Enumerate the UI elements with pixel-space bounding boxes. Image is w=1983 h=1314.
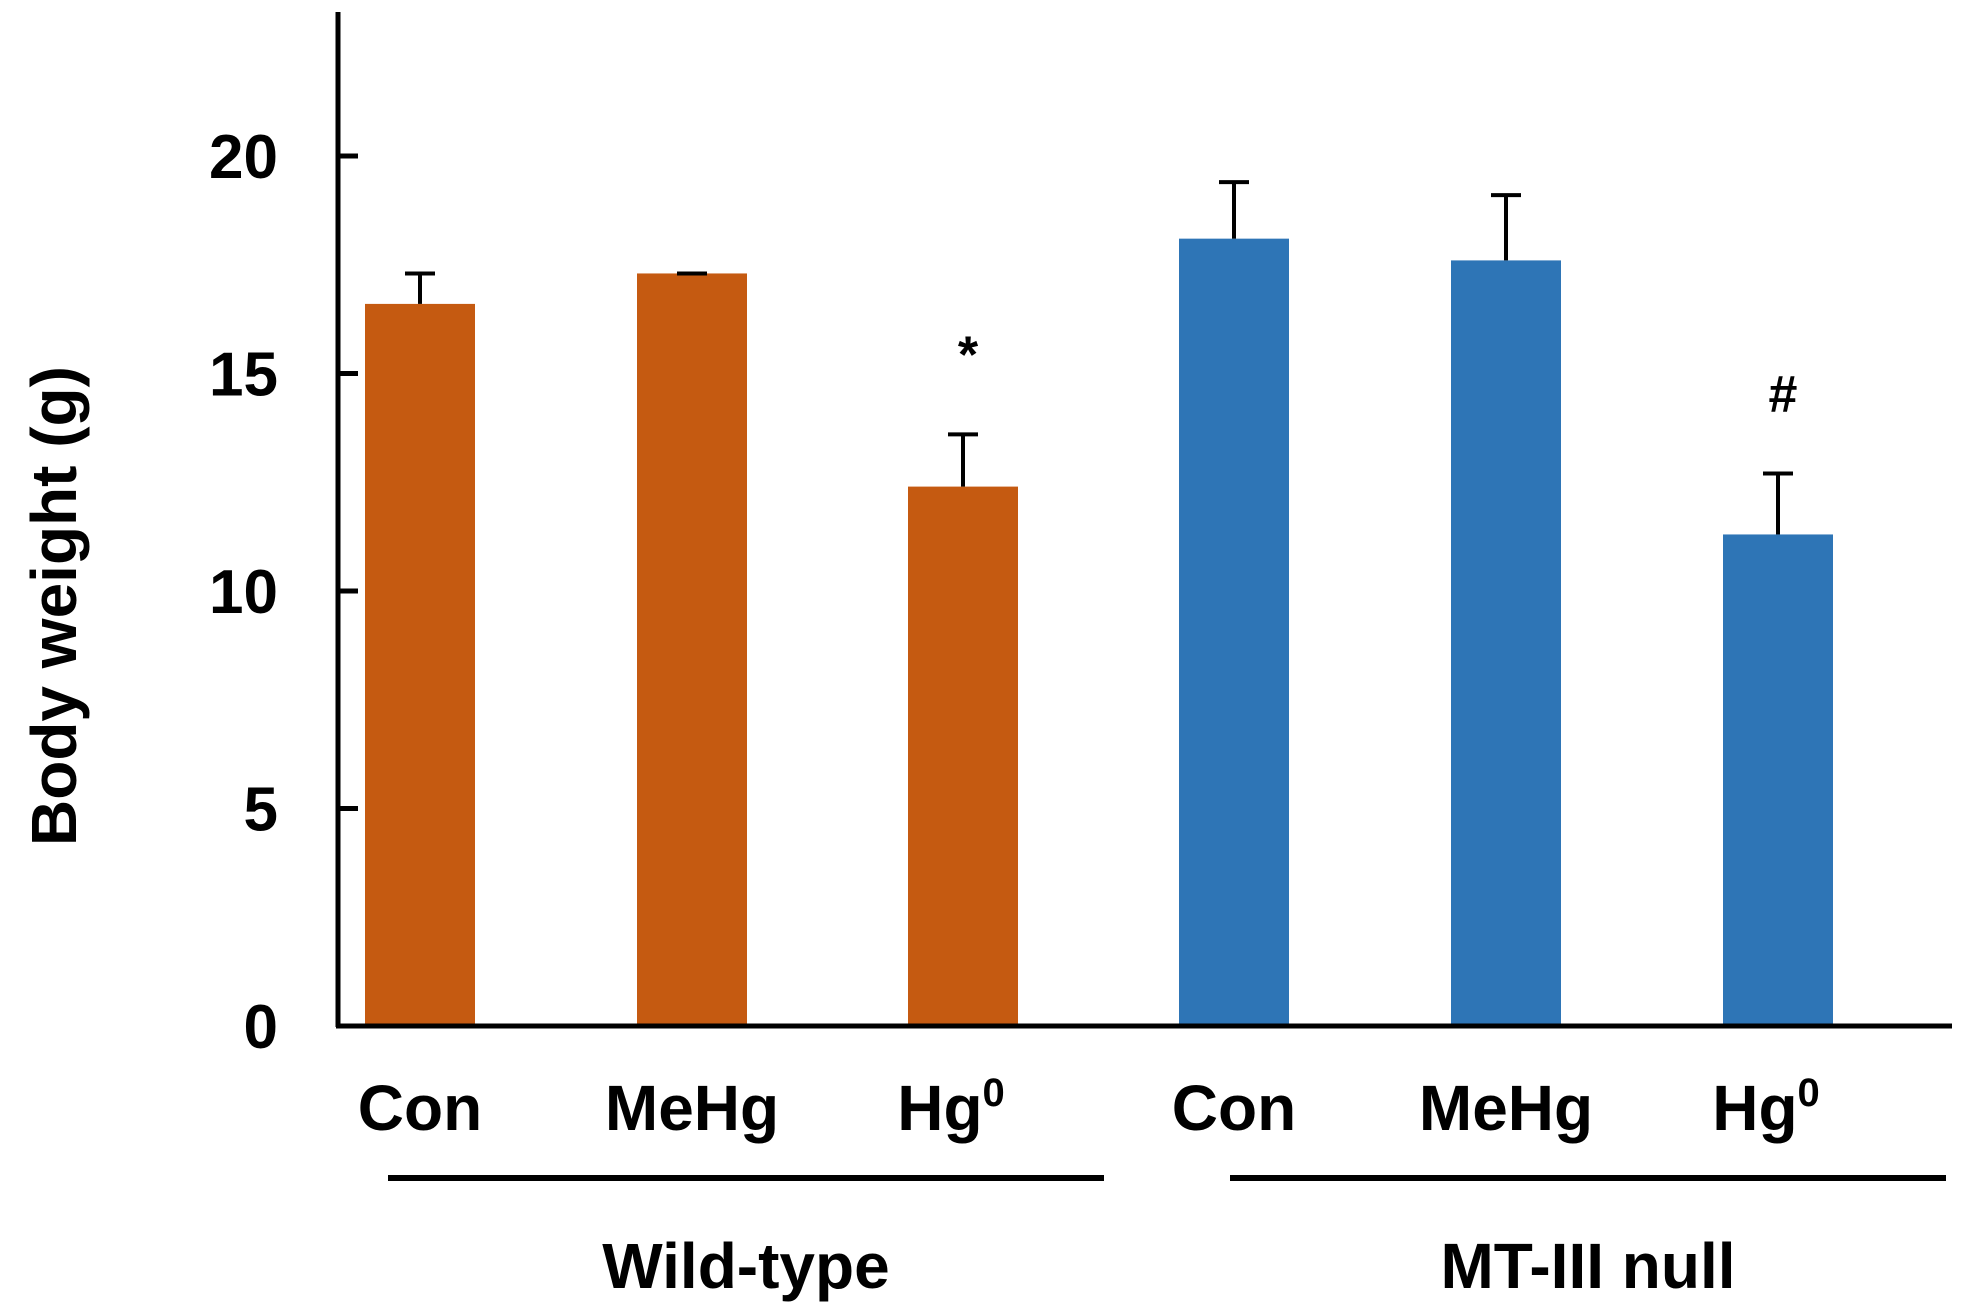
category-label: MeHg (605, 1072, 779, 1144)
y-axis-label: Body weight (g) (18, 366, 90, 846)
category-label: Hg0 (897, 1071, 1005, 1144)
category-label-superscript: 0 (983, 1071, 1005, 1115)
y-tick-label: 10 (209, 558, 278, 627)
category-label: Con (1172, 1072, 1296, 1144)
category-label: Hg0 (1712, 1071, 1820, 1144)
bar (365, 303, 475, 1026)
significance-annotations: *# (958, 326, 1798, 423)
error-bars (405, 180, 1793, 535)
bar (637, 273, 747, 1026)
group-labels: Wild-type MT-III null (388, 1175, 1946, 1302)
significance-marker: # (1769, 366, 1798, 424)
y-tick-label: 15 (209, 341, 278, 410)
y-tick-label: 20 (209, 123, 278, 192)
group-label: Wild-type (602, 1230, 889, 1302)
y-tick-label: 5 (244, 776, 278, 845)
significance-marker: * (958, 326, 979, 384)
category-labels: Con MeHg Hg0 Con MeHg Hg0 (358, 1071, 1820, 1144)
group-label: MT-III null (1440, 1230, 1735, 1302)
category-label: MeHg (1419, 1072, 1593, 1144)
category-label-text: MeHg (605, 1072, 779, 1144)
bar (908, 486, 1018, 1027)
bars (365, 238, 1833, 1027)
category-label-text: Con (358, 1072, 482, 1144)
category-label-text: Hg (1712, 1072, 1797, 1144)
bar (1179, 238, 1289, 1026)
category-label-text: MeHg (1419, 1072, 1593, 1144)
y-tick-label: 0 (244, 993, 278, 1062)
bar (1451, 260, 1561, 1026)
category-label: Con (358, 1072, 482, 1144)
y-axis-ticks: 0 5 10 15 20 (209, 123, 358, 1062)
category-label-superscript: 0 (1798, 1071, 1820, 1115)
category-label-text: Hg (897, 1072, 982, 1144)
bar (1723, 534, 1833, 1026)
category-label-text: Con (1172, 1072, 1296, 1144)
